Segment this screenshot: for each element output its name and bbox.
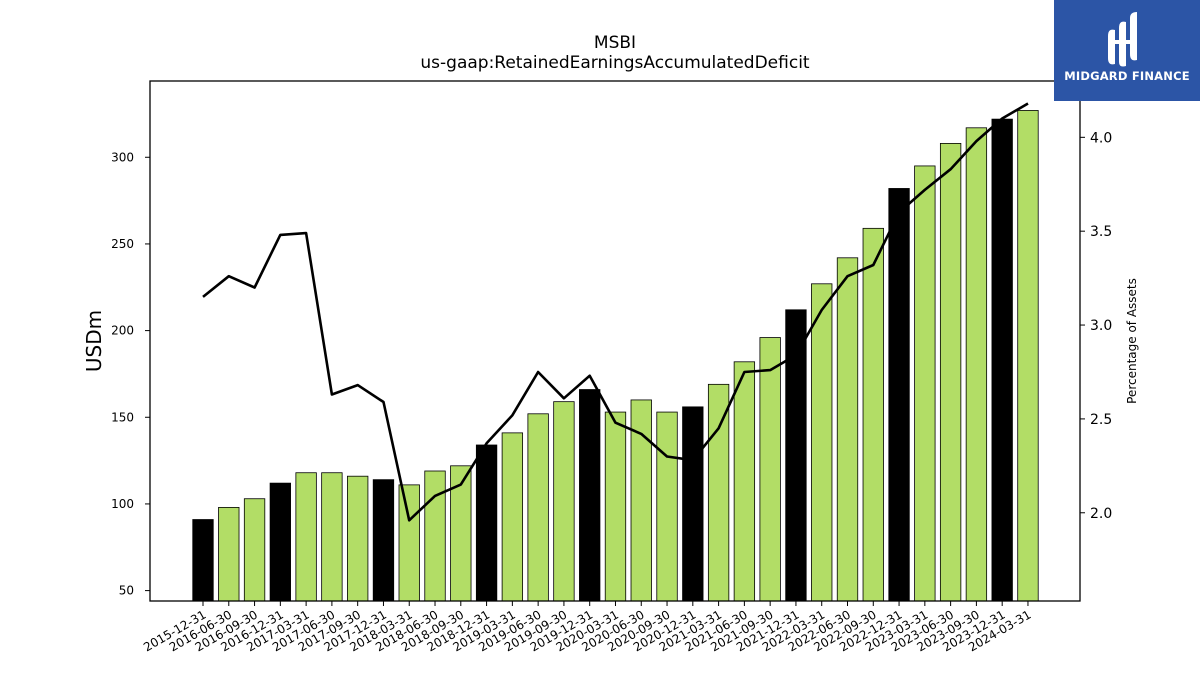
y-tick-label: 200 [111,324,134,338]
series-line [202,102,1029,522]
bar [347,475,369,602]
y-right-tick-label: 2.5 [1090,412,1112,428]
y-right-tick-label: 2.0 [1090,506,1112,522]
bar [243,498,266,602]
chart-subtitle: us-gaap:RetainedEarningsAccumulatedDefic… [420,53,810,73]
y-axis-left-label: USDm [82,310,106,372]
bar [914,165,936,602]
bar [707,383,730,602]
bar [759,337,781,602]
chart-title: MSBI [594,33,636,53]
bar [991,118,1013,602]
y-tick-label: 50 [119,584,134,598]
bar [192,519,214,602]
bar [811,283,833,602]
line-group [202,102,1029,522]
y-tick-label: 150 [111,410,134,424]
midgard-logo-icon [1108,12,1137,67]
bar [450,465,472,602]
bar [475,444,498,602]
bar [527,413,549,602]
bar [939,142,962,602]
bar [862,227,884,602]
bar [733,361,756,602]
bar [321,472,343,602]
bar [682,406,704,602]
bar [836,257,859,602]
y-axis-right-label: Percentage of Assets [1125,278,1139,404]
bar [398,484,420,602]
logo-text: MIDGARD FINANCE [1064,69,1190,83]
bar [424,470,446,602]
bar [579,389,601,602]
y-right-tick-label: 4.0 [1090,130,1112,146]
bar [372,479,395,602]
bar [501,432,524,602]
x-axis: 2015-12-312016-06-302016-09-302016-12-31… [141,601,1033,654]
bar [218,506,240,602]
bar [1017,110,1039,602]
bar [656,411,678,602]
bar [965,127,988,602]
bar [295,472,317,602]
y-right-tick-label: 3.0 [1090,318,1112,334]
y-axis-left: 50 100 150 200 250 300 [111,150,150,598]
bars-group [192,110,1039,602]
y-right-tick-label: 3.5 [1090,224,1112,240]
brand-logo: MIDGARD FINANCE [1054,0,1200,101]
y-tick-label: 100 [111,497,134,511]
bar [553,401,575,602]
y-axis-right: 2.0 2.5 3.0 3.5 4.0 [1080,130,1112,522]
bar [888,188,910,602]
y-tick-label: 300 [111,150,134,164]
bar [604,411,627,602]
y-tick-label: 250 [111,237,134,251]
bar [269,482,291,602]
